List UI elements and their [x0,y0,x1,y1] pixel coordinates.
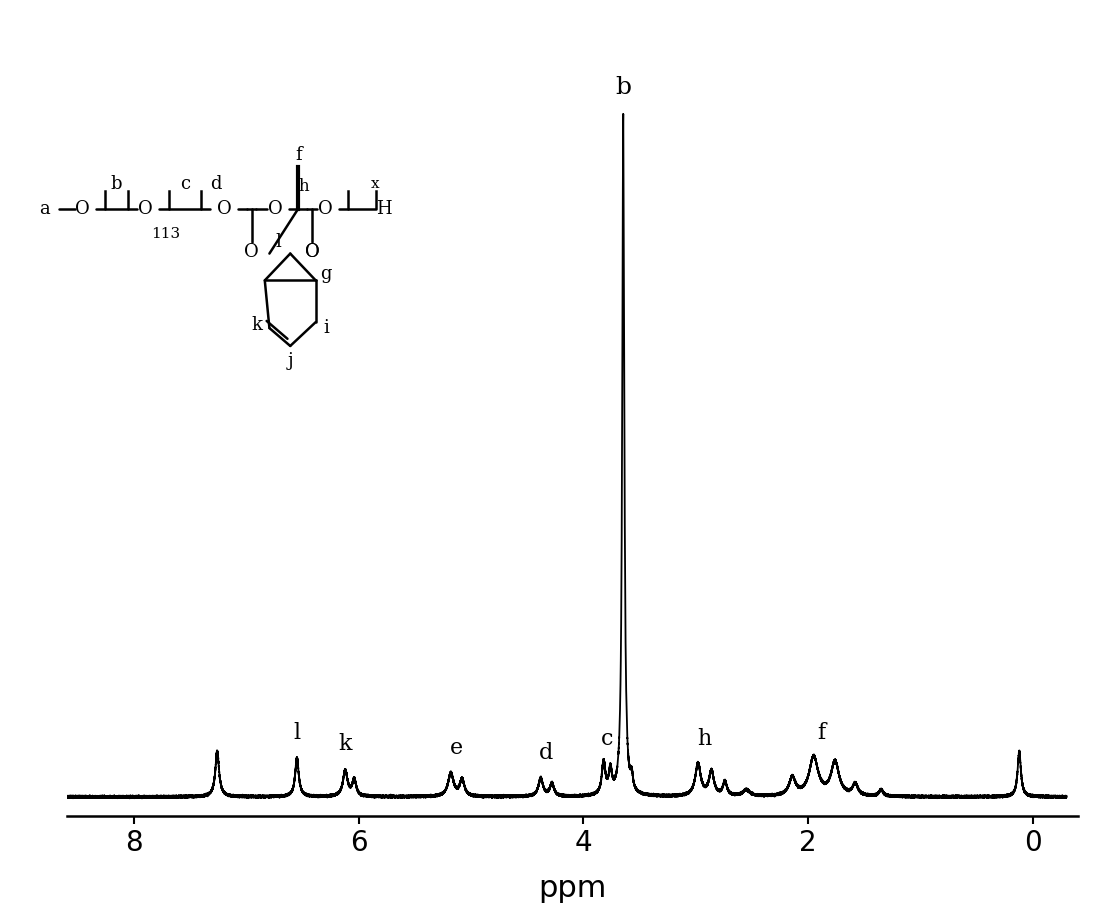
Text: O: O [318,200,332,218]
Text: O: O [304,243,319,261]
Text: f: f [294,146,301,164]
Text: g: g [320,266,332,283]
Text: O: O [74,200,89,218]
Text: d: d [539,743,553,765]
Text: c: c [180,175,190,193]
Text: d: d [210,175,222,193]
Text: k: k [251,317,262,334]
Text: H: H [377,200,392,218]
Text: b: b [615,76,631,99]
Text: O: O [217,200,231,218]
Text: O: O [268,200,282,218]
Text: a: a [40,200,50,218]
Text: l: l [276,233,281,250]
Text: j: j [288,352,293,370]
Text: 113: 113 [151,227,180,241]
Text: f: f [818,722,825,744]
Text: x: x [371,177,379,190]
Text: O: O [304,243,319,261]
Text: i: i [323,319,329,337]
Text: b: b [111,175,122,193]
X-axis label: ppm: ppm [538,874,607,903]
Text: h: h [698,728,712,750]
Text: e: e [450,737,463,759]
Text: h: h [299,178,310,195]
Text: l: l [293,722,300,744]
Text: O: O [244,243,259,261]
Text: O: O [138,200,152,218]
Text: c: c [601,728,613,750]
Text: k: k [339,733,352,755]
